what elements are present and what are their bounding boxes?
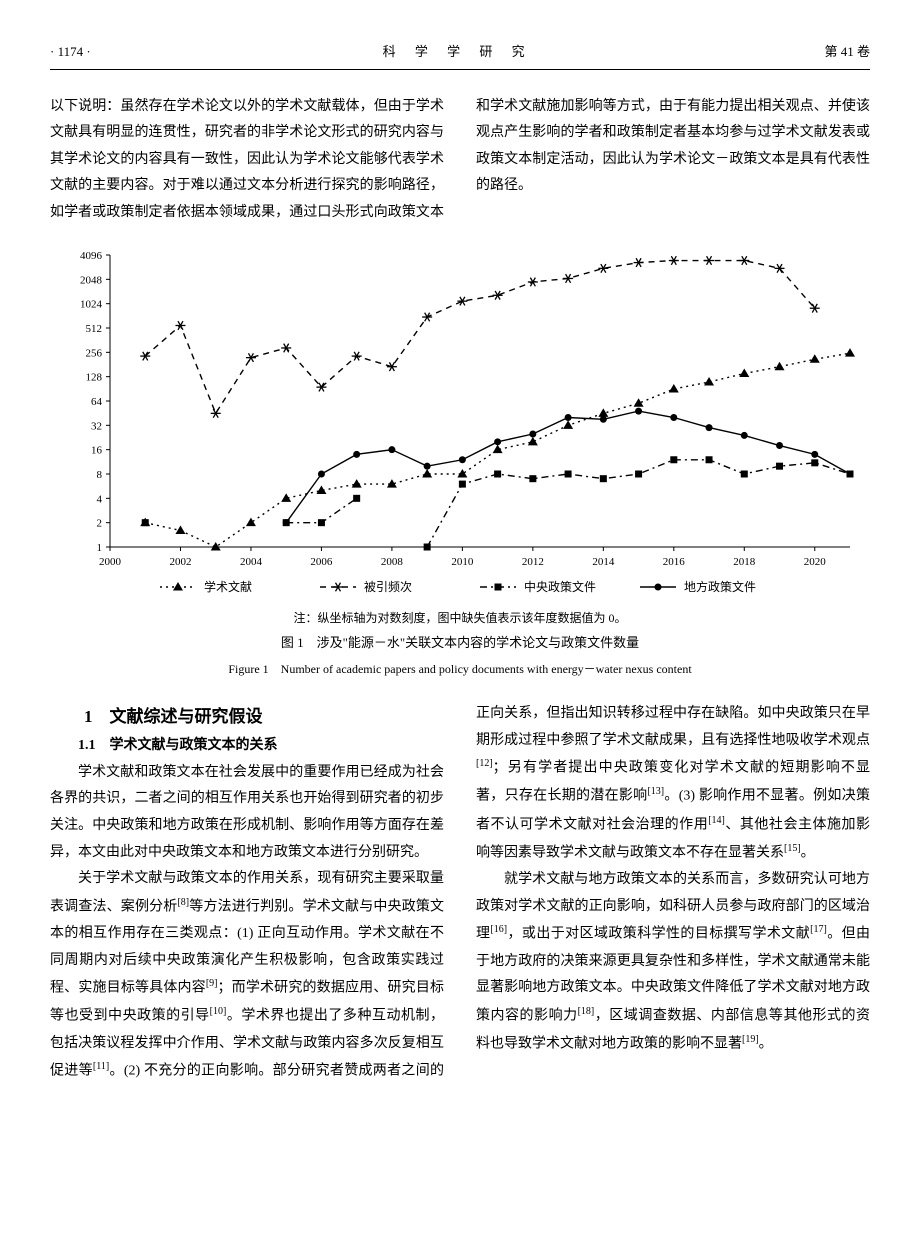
citation-10: [10] [210, 1006, 227, 1017]
citation-15: [15] [784, 843, 801, 854]
chart-caption-en: Figure 1 Number of academic papers and p… [50, 658, 870, 681]
citation-16: [16] [490, 924, 507, 935]
svg-text:1024: 1024 [80, 298, 103, 310]
citation-8: [8] [177, 897, 189, 908]
p2i: 。 [801, 846, 815, 861]
svg-text:1: 1 [97, 542, 103, 554]
svg-text:2006: 2006 [310, 556, 333, 568]
p3b: ，或出于对区域政策科学性的目标撰写学术文献 [507, 927, 810, 942]
section-1-title: 1 文献综述与研究假设 [50, 701, 444, 733]
svg-text:地方政策文件: 地方政策文件 [684, 579, 756, 594]
top-text-block: 以下说明：虽然存在学术论文以外的学术文献载体，但由于学术文献具有明显的连贯性，研… [50, 94, 870, 227]
p3e: 。 [759, 1037, 773, 1052]
intro-paragraph: 以下说明：虽然存在学术论文以外的学术文献载体，但由于学术文献具有明显的连贯性，研… [50, 94, 870, 227]
citation-18: [18] [578, 1006, 595, 1017]
svg-text:2002: 2002 [169, 556, 191, 568]
citation-9: [9] [206, 978, 218, 989]
section-1-text: 文献综述与研究假设 [110, 707, 263, 726]
svg-text:2012: 2012 [522, 556, 544, 568]
journal-title: 科 学 学 研 究 [91, 40, 825, 65]
subsection-1-1-number: 1.1 [78, 738, 96, 753]
svg-text:被引频次: 被引频次 [364, 580, 412, 594]
figure-1: 1 2 4 8 16 32 64 128 256 512 1024 2048 4096 2000 2002 2… [50, 243, 870, 681]
svg-text:学术文献: 学术文献 [204, 579, 252, 594]
svg-text:8: 8 [97, 469, 103, 481]
svg-text:512: 512 [86, 323, 103, 335]
volume-label: 第 41 卷 [824, 40, 870, 65]
svg-text:4: 4 [97, 493, 103, 505]
svg-text:32: 32 [91, 420, 102, 432]
subsection-1-1-title: 1.1 学术文献与政策文本的关系 [50, 733, 444, 760]
svg-text:2014: 2014 [592, 556, 615, 568]
chart-caption-cn: 图 1 涉及"能源－水"关联文本内容的学术论文与政策文件数量 [50, 631, 870, 656]
page-header: · 1174 · 科 学 学 研 究 第 41 卷 [50, 40, 870, 70]
svg-text:2000: 2000 [99, 556, 122, 568]
svg-text:16: 16 [91, 444, 103, 456]
svg-text:2: 2 [97, 517, 103, 529]
citation-14: [14] [708, 815, 725, 826]
body-text-block: 1 文献综述与研究假设 1.1 学术文献与政策文本的关系 学术文献和政策文本在社… [50, 701, 870, 1086]
svg-text:2020: 2020 [804, 556, 827, 568]
svg-text:4096: 4096 [80, 250, 103, 262]
citation-17: [17] [810, 924, 827, 935]
citation-12: [12] [476, 758, 493, 769]
svg-text:2048: 2048 [80, 274, 103, 286]
citation-13: [13] [647, 786, 664, 797]
svg-text:2018: 2018 [733, 556, 756, 568]
svg-text:2008: 2008 [381, 556, 404, 568]
page-number: · 1174 · [50, 40, 91, 65]
svg-text:64: 64 [91, 396, 103, 408]
svg-text:中央政策文件: 中央政策文件 [524, 579, 596, 594]
body-p3: 就学术文献与地方政策文本的关系而言，多数研究认可地方政策对学术文献的正向影响，如… [476, 867, 870, 1058]
svg-text:128: 128 [86, 371, 103, 383]
body-p1: 学术文献和政策文本在社会发展中的重要作用已经成为社会各界的共识，二者之间的相互作… [50, 760, 444, 866]
svg-text:2004: 2004 [240, 556, 263, 568]
svg-text:256: 256 [86, 347, 103, 359]
chart-svg: 1 2 4 8 16 32 64 128 256 512 1024 2048 4096 2000 2002 2… [50, 243, 870, 603]
citation-11: [11] [93, 1061, 109, 1072]
svg-text:2010: 2010 [451, 556, 474, 568]
section-1-number: 1 [84, 707, 93, 726]
subsection-1-1-text: 学术文献与政策文本的关系 [110, 738, 278, 753]
svg-text:2016: 2016 [663, 556, 686, 568]
citation-19: [19] [742, 1034, 759, 1045]
chart-note: 注：纵坐标轴为对数刻度，图中缺失值表示该年度数据值为 0。 [50, 607, 870, 630]
